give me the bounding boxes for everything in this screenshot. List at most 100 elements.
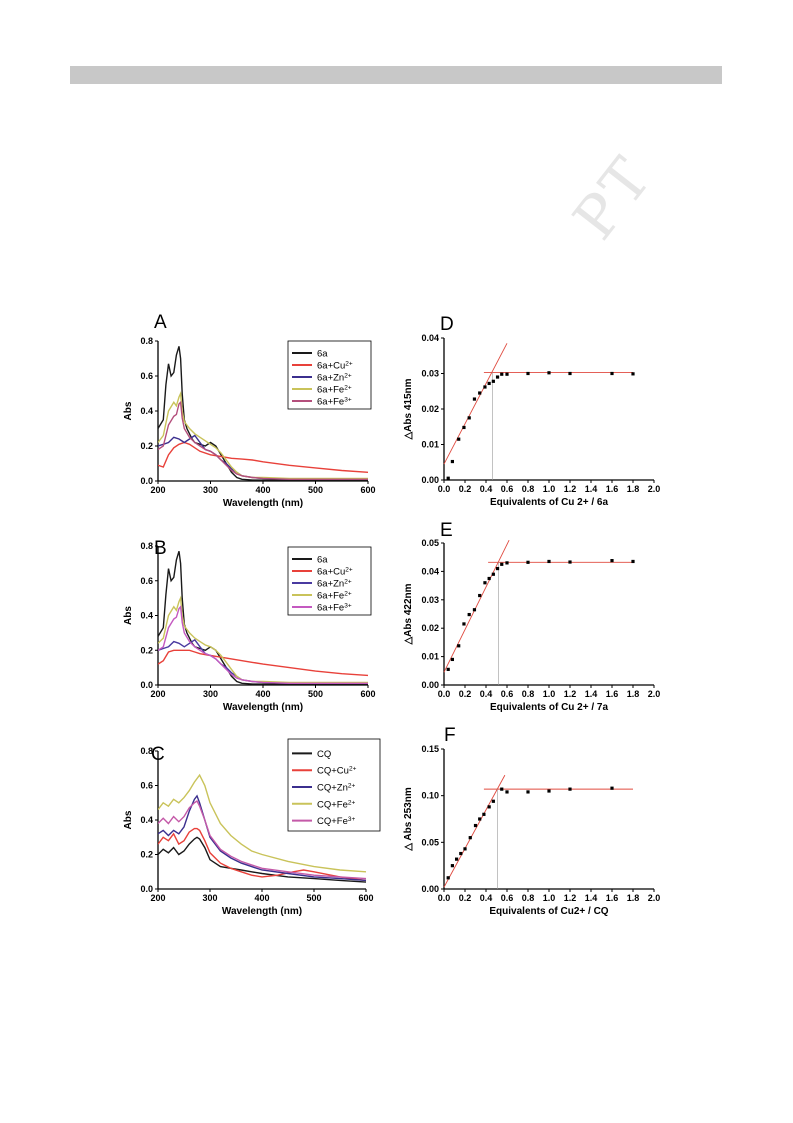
- x-tick-label: 1.6: [606, 484, 619, 494]
- data-point: [478, 593, 482, 598]
- data-point: [610, 371, 614, 376]
- series-line-4: [158, 773, 367, 873]
- data-point: [487, 576, 491, 581]
- y-tick-label: 0.03: [421, 369, 439, 379]
- data-point: [568, 560, 572, 564]
- legend-label: 6a+Cu2+: [317, 360, 353, 372]
- series-line-1: [158, 550, 368, 685]
- x-axis-title: Equivalents of Cu 2+ / 6a: [490, 497, 609, 508]
- y-tick-label: 0.8: [140, 746, 153, 756]
- legend-label: 6a+Fe3+: [317, 396, 352, 408]
- x-tick-label: 1.8: [627, 893, 640, 903]
- y-tick-label: 0.05: [421, 837, 439, 847]
- x-tick-label: 400: [255, 485, 270, 495]
- data-point: [500, 372, 504, 376]
- legend-label: 6a: [317, 555, 328, 566]
- x-tick-label: 0.4: [480, 689, 493, 699]
- x-tick-label: 400: [255, 689, 270, 699]
- data-point: [463, 847, 467, 851]
- data-point: [631, 372, 635, 376]
- data-point: [446, 667, 450, 671]
- x-tick-label: 1.0: [543, 689, 556, 699]
- panel-letter: E: [440, 520, 453, 541]
- x-tick-label: 0.2: [459, 484, 472, 494]
- y-tick-label: 0.10: [421, 791, 439, 801]
- legend-label: CQ+Zn2+: [317, 782, 356, 794]
- x-tick-label: 200: [150, 893, 165, 903]
- series-line-5: [158, 605, 368, 684]
- legend-label: 6a+Fe2+: [317, 590, 352, 602]
- x-tick-label: 200: [150, 485, 165, 495]
- data-point: [478, 817, 482, 821]
- data-point: [483, 385, 487, 389]
- data-point: [610, 559, 614, 563]
- series-line-2: [158, 827, 367, 882]
- data-point: [462, 425, 466, 430]
- chart-panel-f: F 0.0 0.2 0.4 0.6 0.8 1.0 1.2 1.4 1.6 1.8 2.0 0.00 0.…: [403, 725, 660, 917]
- legend-label: CQ+Fe2+: [317, 799, 356, 811]
- y-axis-title: Abs: [123, 401, 134, 420]
- x-tick-label: 600: [358, 893, 373, 903]
- data-point: [505, 561, 509, 565]
- data-point: [495, 566, 500, 571]
- series-line-3: [158, 434, 368, 480]
- y-tick-label: 0.4: [140, 815, 153, 825]
- data-point: [472, 608, 477, 612]
- y-tick-label: 0.8: [140, 541, 153, 551]
- data-point: [467, 416, 471, 420]
- x-tick-label: 0.0: [438, 893, 451, 903]
- data-point: [568, 787, 572, 791]
- chart-panel-e: E 0.0 0.2 0.4 0.6 0.8 1.0 1.2 1.4 1.6 1.8 2.0 0.00 0.…: [403, 520, 660, 713]
- data-point: [450, 657, 454, 662]
- x-tick-label: 0.6: [501, 484, 514, 494]
- x-tick-label: 0.2: [459, 689, 472, 699]
- x-tick-label: 1.0: [543, 484, 556, 494]
- y-tick-label: 0.00: [421, 884, 439, 894]
- y-tick-label: 0.03: [421, 595, 439, 605]
- data-point: [500, 787, 504, 791]
- x-tick-label: 0.4: [480, 484, 493, 494]
- data-point: [446, 876, 450, 880]
- series-line-1: [158, 346, 368, 481]
- legend-label: CQ: [317, 749, 331, 760]
- data-point: [459, 851, 463, 856]
- data-point: [491, 799, 495, 803]
- y-axis-title: Abs: [123, 606, 134, 625]
- data-point: [505, 372, 509, 376]
- x-tick-label: 0.0: [438, 689, 451, 699]
- y-tick-label: 0.6: [140, 576, 153, 586]
- chart-panel-d: D 0.0 0.2 0.4 0.6 0.8 1.0 1.2 1.4 1.6 1.8 2.0 0.00 0.…: [403, 314, 660, 508]
- x-tick-label: 1.2: [564, 484, 577, 494]
- data-point: [450, 864, 454, 868]
- x-tick-label: 1.6: [606, 893, 619, 903]
- y-tick-label: 0.0: [140, 476, 153, 486]
- series-line-4: [158, 595, 368, 684]
- data-point: [487, 381, 491, 386]
- x-tick-label: 500: [308, 485, 323, 495]
- x-tick-label: 0.8: [522, 689, 535, 699]
- y-tick-label: 0.6: [140, 781, 153, 791]
- y-tick-label: 0.2: [140, 441, 153, 451]
- data-point: [547, 789, 551, 793]
- panel-letter: D: [440, 314, 454, 335]
- data-point: [631, 559, 635, 564]
- data-point: [468, 836, 472, 840]
- x-tick-label: 1.2: [564, 689, 577, 699]
- y-tick-label: 0.01: [421, 652, 439, 662]
- data-point: [457, 437, 461, 441]
- y-tick-label: 0.00: [421, 680, 439, 690]
- data-point: [462, 622, 466, 626]
- series-line-1: [158, 836, 367, 883]
- x-tick-label: 600: [360, 689, 375, 699]
- y-tick-label: 0.2: [140, 850, 153, 860]
- x-tick-label: 400: [254, 893, 269, 903]
- fit-line-1: [443, 774, 506, 888]
- data-point: [457, 644, 461, 648]
- x-tick-label: 0.8: [522, 893, 535, 903]
- y-tick-label: 0.6: [140, 371, 153, 381]
- x-axis-title: Wavelength (nm): [223, 702, 303, 713]
- x-axis-title: Equivalents of Cu2+ / CQ: [489, 906, 608, 917]
- series-line-5: [158, 799, 367, 880]
- data-point: [505, 790, 509, 794]
- panel-letter: B: [154, 538, 167, 559]
